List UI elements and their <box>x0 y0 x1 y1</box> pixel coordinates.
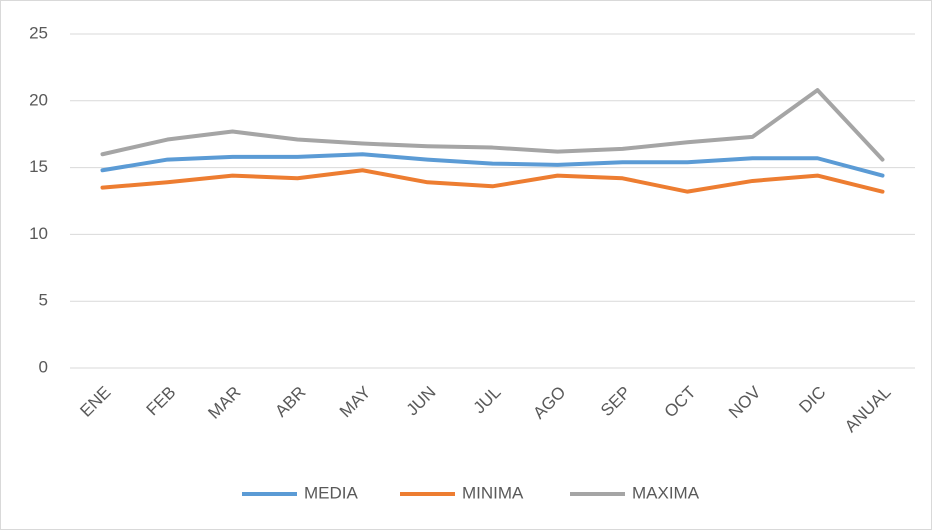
y-tick-label: 10 <box>29 224 48 243</box>
series-line <box>100 88 885 162</box>
legend-label: MAXIMA <box>632 483 700 502</box>
y-tick-label: 5 <box>39 291 48 310</box>
series-line <box>100 168 885 194</box>
y-tick-label: 20 <box>29 90 48 109</box>
legend-label: MEDIA <box>304 483 359 502</box>
legend-label: MINIMA <box>462 483 524 502</box>
y-tick-label: 0 <box>39 357 48 376</box>
y-tick-label: 25 <box>29 23 48 42</box>
y-tick-label: 15 <box>29 157 48 176</box>
series-line <box>100 152 885 178</box>
